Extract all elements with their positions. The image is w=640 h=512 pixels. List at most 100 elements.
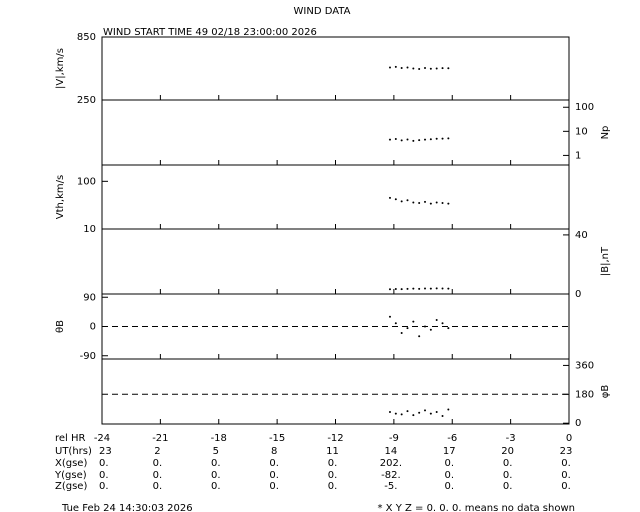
table-cell: 0. xyxy=(211,470,221,481)
data-point xyxy=(424,200,427,203)
data-point xyxy=(418,68,421,71)
y-axis-label: Vth,km/s xyxy=(55,175,66,219)
y-tick-label: 0 xyxy=(575,418,581,429)
y-axis-label: |B|,nT xyxy=(600,246,611,276)
table-cell: 0. xyxy=(153,458,163,469)
data-point xyxy=(424,409,427,412)
y-tick-label: 10 xyxy=(575,126,588,137)
data-point xyxy=(412,139,415,142)
table-cell: 5 xyxy=(213,446,219,457)
table-cell: 0. xyxy=(269,458,279,469)
data-point xyxy=(441,322,444,325)
y-tick-label: 850 xyxy=(77,32,96,43)
data-point xyxy=(406,410,409,413)
timestamp: Tue Feb 24 14:30:03 2026 xyxy=(61,503,193,512)
data-point xyxy=(447,67,450,70)
y-tick-label: 0 xyxy=(90,322,96,333)
data-point xyxy=(388,138,391,141)
table-cell: 0. xyxy=(444,470,454,481)
data-point xyxy=(424,287,427,290)
chart-title: WIND DATA xyxy=(294,6,351,17)
data-point xyxy=(429,328,432,331)
table-cell: 0. xyxy=(503,481,513,492)
table-cell: 0. xyxy=(99,481,109,492)
data-point xyxy=(435,201,438,204)
table-cell: 0. xyxy=(328,458,338,469)
table-cell: 0 xyxy=(566,433,572,444)
table-cell: -15 xyxy=(269,433,285,444)
footnote: * X Y Z = 0. 0. 0. means no data shown xyxy=(377,503,575,512)
data-point xyxy=(406,138,409,141)
data-point xyxy=(441,414,444,417)
row-label: X(gse) xyxy=(55,458,87,469)
y-tick-label: -90 xyxy=(80,351,96,362)
data-point xyxy=(429,202,432,205)
data-point xyxy=(394,287,397,290)
data-point xyxy=(447,137,450,140)
data-point xyxy=(435,137,438,140)
table-cell: 20 xyxy=(501,446,514,457)
data-point xyxy=(435,319,438,321)
data-point xyxy=(418,335,421,338)
data-point xyxy=(429,412,432,415)
data-point xyxy=(429,287,432,290)
data-point xyxy=(394,322,397,325)
data-point xyxy=(406,66,409,69)
y-tick-label: 360 xyxy=(575,360,594,371)
table-cell: 0. xyxy=(99,458,109,469)
table-cell: 0. xyxy=(328,481,338,492)
y-tick-label: 100 xyxy=(77,176,96,187)
data-point xyxy=(447,202,450,205)
start-time: WIND START TIME 49 02/18 23:00:00 2026 xyxy=(103,27,317,38)
y-tick-label: 250 xyxy=(77,95,96,106)
data-point xyxy=(435,410,438,413)
data-point xyxy=(441,137,444,140)
table-cell: 0. xyxy=(269,470,279,481)
data-point xyxy=(441,202,444,205)
data-point xyxy=(394,412,397,415)
data-point xyxy=(429,138,432,141)
table-cell: 11 xyxy=(326,446,339,457)
data-point xyxy=(424,66,427,69)
data-point xyxy=(388,410,391,413)
table-cell: 202. xyxy=(380,458,402,469)
data-point xyxy=(388,315,391,318)
data-point xyxy=(412,201,415,204)
data-point xyxy=(447,327,450,330)
table-cell: 8 xyxy=(271,446,277,457)
data-point xyxy=(429,67,432,70)
table-cell: -24 xyxy=(94,433,110,444)
table-cell: 0. xyxy=(561,470,571,481)
table-cell: 0. xyxy=(444,481,454,492)
table-cell: -18 xyxy=(211,433,227,444)
table-cell: 23 xyxy=(560,446,573,457)
data-point xyxy=(400,413,403,416)
data-point xyxy=(424,138,427,141)
y-axis-label: φB xyxy=(600,385,611,399)
data-point xyxy=(394,198,397,201)
y-tick-label: 90 xyxy=(83,292,96,303)
row-label: rel HR xyxy=(55,433,86,444)
table-cell: 17 xyxy=(443,446,456,457)
data-point xyxy=(418,202,421,205)
data-point xyxy=(412,287,415,290)
table-cell: 0. xyxy=(99,470,109,481)
data-point xyxy=(418,287,421,290)
table-cell: 14 xyxy=(385,446,398,457)
table-cell: 0. xyxy=(503,470,513,481)
y-tick-label: 1 xyxy=(575,150,581,161)
table-cell: -82. xyxy=(381,470,401,481)
data-point xyxy=(394,138,397,141)
data-point xyxy=(400,288,403,291)
data-point xyxy=(435,67,438,70)
y-axis-label: Np xyxy=(600,126,611,140)
data-point xyxy=(388,288,391,291)
table-cell: -21 xyxy=(152,433,168,444)
y-tick-label: 100 xyxy=(575,102,594,113)
table-cell: 0. xyxy=(211,458,221,469)
data-point xyxy=(388,196,391,199)
data-point xyxy=(418,411,421,414)
table-cell: 0. xyxy=(444,458,454,469)
